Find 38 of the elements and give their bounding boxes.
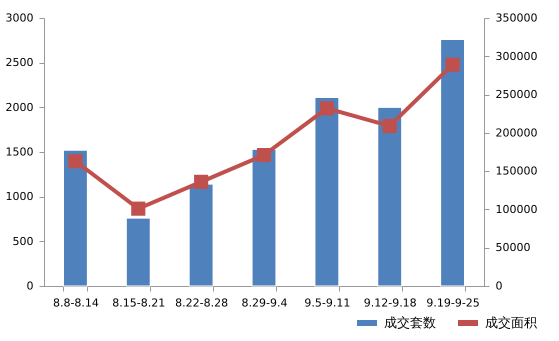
y2-tick-label: 300000 [496,50,538,63]
point [256,148,272,162]
bar [126,218,151,286]
bar [62,150,88,286]
x-tick-label: 9.5-9.11 [304,296,350,310]
y-tick-label: 1000 [6,190,34,204]
y2-tick-label: 0 [496,280,502,292]
y-tick-label: 2500 [6,56,34,70]
point [320,101,334,116]
point [68,154,82,168]
x-tick-label: 8.8-8.14 [52,296,99,310]
y2-tick-label: 350000 [496,12,538,24]
x-tick-label: 8.15-8.21 [112,296,166,310]
y2-tick-label: 100000 [496,202,538,216]
point [131,202,146,216]
y2-tick-label: 50000 [496,241,530,254]
bar [314,97,340,286]
y-tick-label: 1500 [6,146,34,158]
x-tick-label: 9.19-9-25 [426,296,480,310]
bar [377,106,402,286]
y-tick-label: 0 [26,280,34,292]
legend-label: 成交套数 [384,315,436,331]
bar [188,184,214,286]
point [446,58,460,72]
x-tick-label: 8.22-8.28 [175,296,228,310]
y2-tick-label: 150000 [496,164,538,178]
bar [440,38,466,286]
bar [252,148,276,286]
y2-tick-label: 250000 [496,88,538,102]
y2-tick-label: 200000 [496,126,538,140]
point [382,118,397,134]
x-tick-label: 9.12-9.18 [364,296,417,310]
x-tick-label: 8.29-9.4 [242,296,288,310]
legend-label: 成交面积 [485,315,537,331]
point [194,174,208,189]
y-tick-label: 2000 [6,100,34,114]
y-tick-label: 3000 [6,12,34,24]
y-tick-label: 500 [12,234,34,248]
